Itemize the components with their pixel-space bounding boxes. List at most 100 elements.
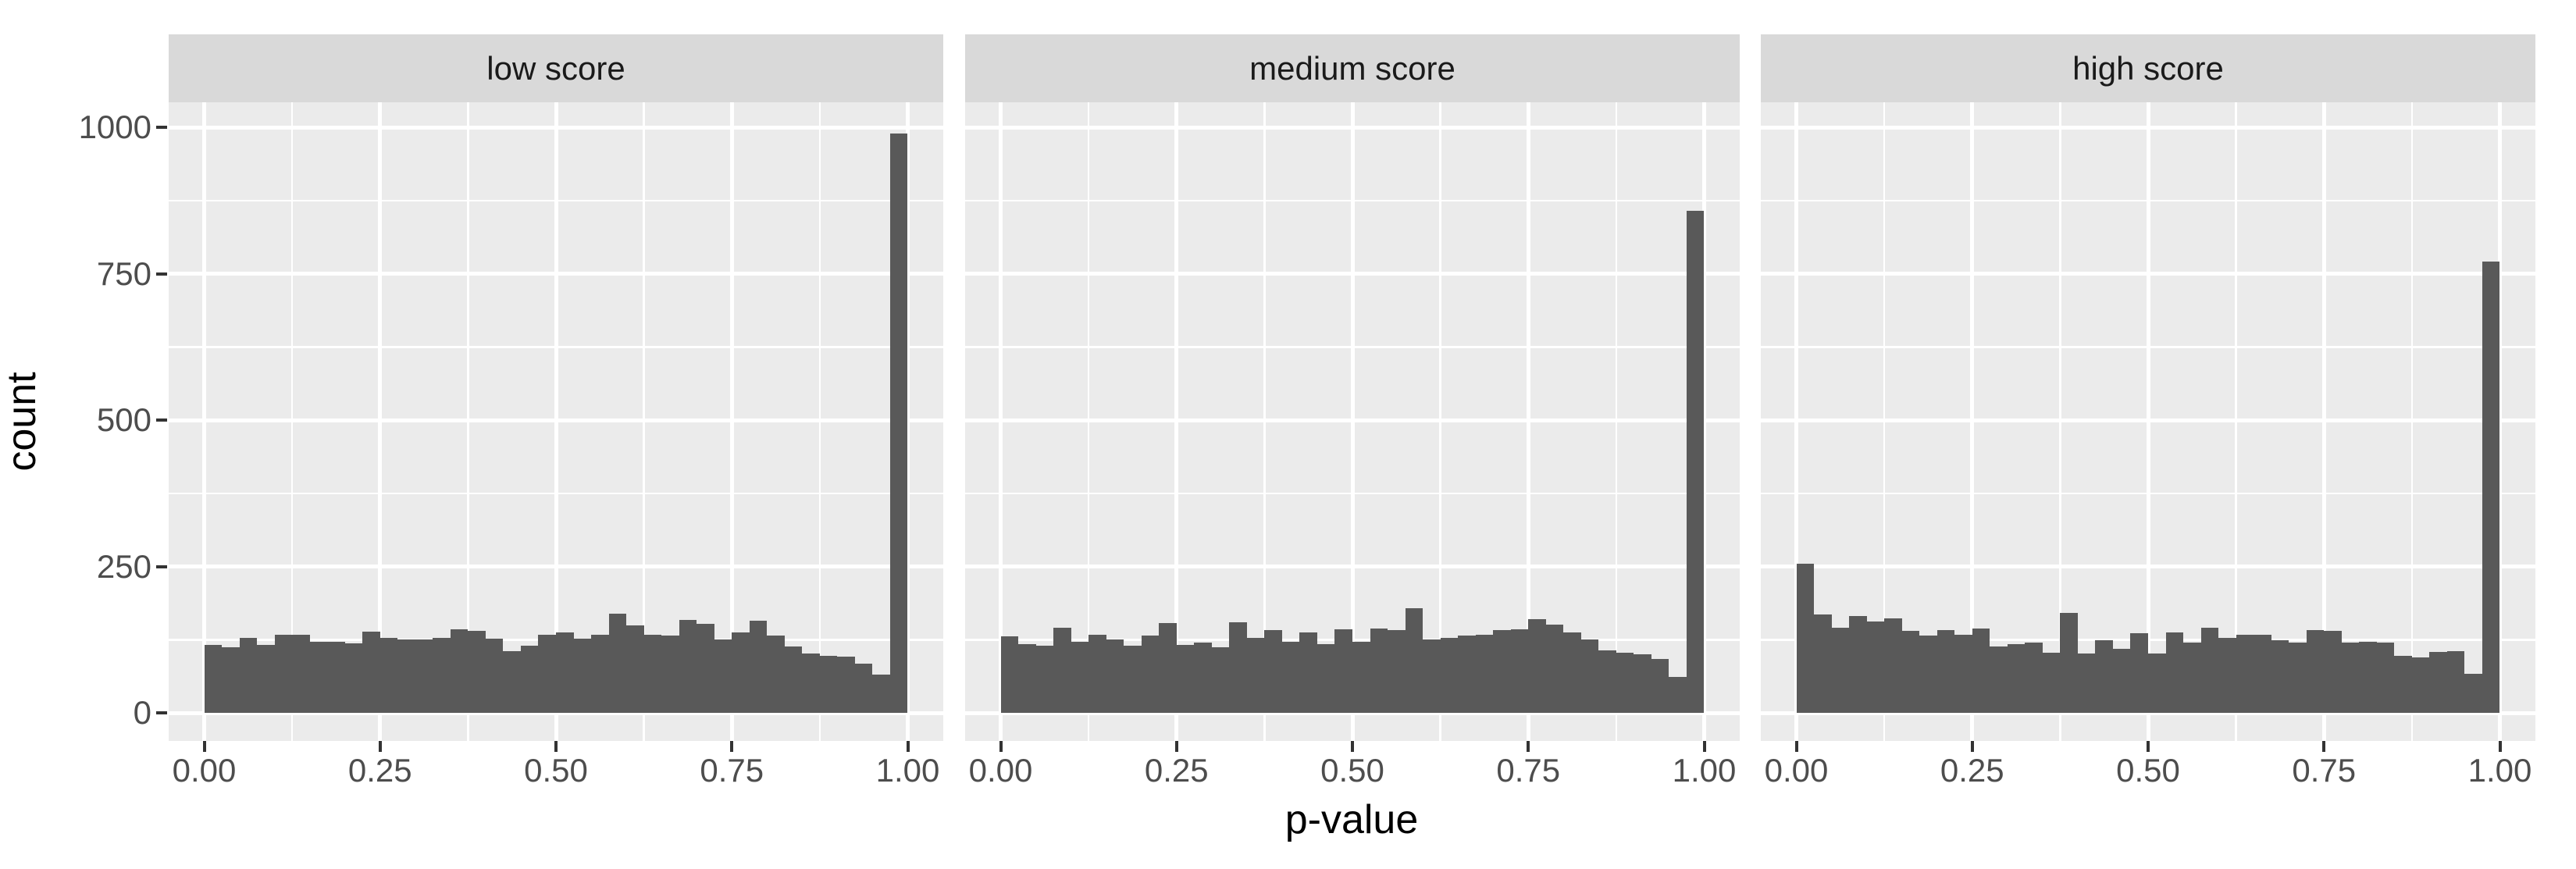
- gridline-x-major: [1350, 102, 1355, 741]
- histogram-bar: [784, 646, 803, 713]
- histogram-bar: [1972, 629, 1990, 713]
- histogram-bar: [2464, 673, 2482, 713]
- y-tick-mark: [156, 126, 167, 129]
- histogram-bar: [1580, 639, 1599, 713]
- gridline-x-major: [1970, 102, 1975, 741]
- histogram-bar: [1686, 210, 1705, 713]
- histogram-bar: [1814, 614, 1832, 713]
- x-tick-mark: [2147, 741, 2150, 752]
- histogram-bar: [379, 638, 398, 713]
- histogram-bar: [2394, 655, 2412, 713]
- facet-panel: [1761, 102, 2535, 741]
- histogram-bar: [1831, 627, 1850, 713]
- histogram-bar: [503, 651, 521, 713]
- x-tick-label: 0.00: [1764, 752, 1829, 789]
- histogram-bar: [1901, 631, 1920, 713]
- histogram-bar: [1423, 639, 1441, 713]
- histogram-bar: [2112, 648, 2131, 713]
- gridline-x-major: [2321, 102, 2326, 741]
- histogram-bar: [1334, 629, 1352, 713]
- y-tick-mark: [156, 564, 167, 568]
- x-tick-label: 1.00: [875, 752, 940, 789]
- histogram-bar: [239, 638, 258, 713]
- histogram-bar: [2289, 643, 2307, 713]
- histogram-bar: [2042, 652, 2061, 713]
- x-axis-title: p-value: [1284, 797, 1419, 842]
- histogram-bar: [1510, 629, 1529, 713]
- histogram-bar: [1299, 632, 1317, 713]
- histogram-bar: [1194, 643, 1212, 713]
- facet-strip-label: high score: [2072, 49, 2224, 87]
- histogram-bar: [1264, 630, 1282, 713]
- gridline-x-major: [1702, 102, 1706, 741]
- histogram-bar: [2077, 654, 2096, 713]
- histogram-bar: [344, 643, 363, 713]
- histogram-bar: [1176, 645, 1195, 713]
- histogram-bar: [2411, 657, 2430, 713]
- x-tick-mark: [378, 741, 382, 752]
- histogram-bar: [819, 656, 838, 713]
- gridline-x-minor: [1615, 102, 1618, 741]
- histogram-bar: [1388, 630, 1406, 713]
- x-tick-label: 1.00: [2467, 752, 2532, 789]
- histogram-bar: [1246, 638, 1265, 713]
- y-tick-mark: [156, 272, 167, 276]
- histogram-bar: [1317, 643, 1335, 713]
- gridline-x-minor: [1883, 102, 1886, 741]
- histogram-bar: [1088, 635, 1106, 713]
- histogram-bar: [626, 625, 644, 713]
- histogram-bar: [1528, 619, 1546, 713]
- histogram-bar: [1124, 645, 1142, 713]
- histogram-bar: [608, 613, 627, 713]
- facet-strip-label: low score: [486, 49, 625, 87]
- histogram-bar: [520, 645, 539, 713]
- histogram-bar: [1106, 639, 1124, 713]
- histogram-bar: [1990, 646, 2008, 713]
- histogram-bar: [697, 624, 714, 713]
- histogram-bar: [538, 635, 556, 713]
- y-tick-label: 250: [96, 547, 151, 585]
- y-tick-label: 1000: [78, 109, 151, 145]
- x-tick-label: 0.75: [700, 752, 764, 789]
- histogram-bar: [433, 638, 451, 713]
- gridline-x-minor: [1087, 102, 1090, 741]
- histogram-bar: [1053, 628, 1071, 713]
- gridline-x-major: [729, 102, 734, 741]
- histogram-bar: [854, 664, 873, 713]
- y-tick-label: 500: [96, 401, 151, 438]
- histogram-bar: [2095, 640, 2113, 713]
- histogram-bar: [2200, 627, 2219, 713]
- x-tick-mark: [2322, 741, 2326, 752]
- x-tick-label: 0.00: [968, 752, 1033, 789]
- histogram-bar: [1493, 630, 1511, 713]
- gridline-x-minor: [290, 102, 294, 741]
- x-tick-mark: [1702, 741, 1706, 752]
- histogram-bar: [1370, 629, 1388, 713]
- histogram-bar: [2060, 612, 2078, 713]
- histogram-bar: [1954, 634, 1972, 713]
- histogram-bar: [2254, 634, 2271, 713]
- gridline-x-major: [202, 102, 206, 741]
- histogram-bar: [837, 657, 855, 713]
- histogram-bar: [1352, 641, 1370, 713]
- histogram-bar: [889, 133, 908, 713]
- histogram-bar: [643, 634, 662, 713]
- facet-strip: medium score: [965, 34, 1740, 102]
- gridline-x-minor: [1263, 102, 1266, 741]
- gridline-x-major: [1174, 102, 1179, 741]
- histogram-bar: [802, 653, 820, 713]
- histogram-bar: [714, 639, 732, 713]
- histogram-bar: [1849, 616, 1867, 713]
- x-tick-label: 0.25: [1940, 752, 2004, 789]
- histogram-bar: [1651, 659, 1669, 713]
- histogram-bar: [2025, 643, 2043, 713]
- histogram-bar: [327, 641, 345, 713]
- x-tick-mark: [1174, 741, 1178, 752]
- histogram-bar: [309, 641, 328, 713]
- histogram-bar: [732, 632, 750, 713]
- histogram-bar: [1545, 624, 1564, 713]
- x-tick-label: 0.50: [1320, 752, 1384, 789]
- x-tick-mark: [1527, 741, 1530, 752]
- histogram-bar: [2130, 633, 2148, 713]
